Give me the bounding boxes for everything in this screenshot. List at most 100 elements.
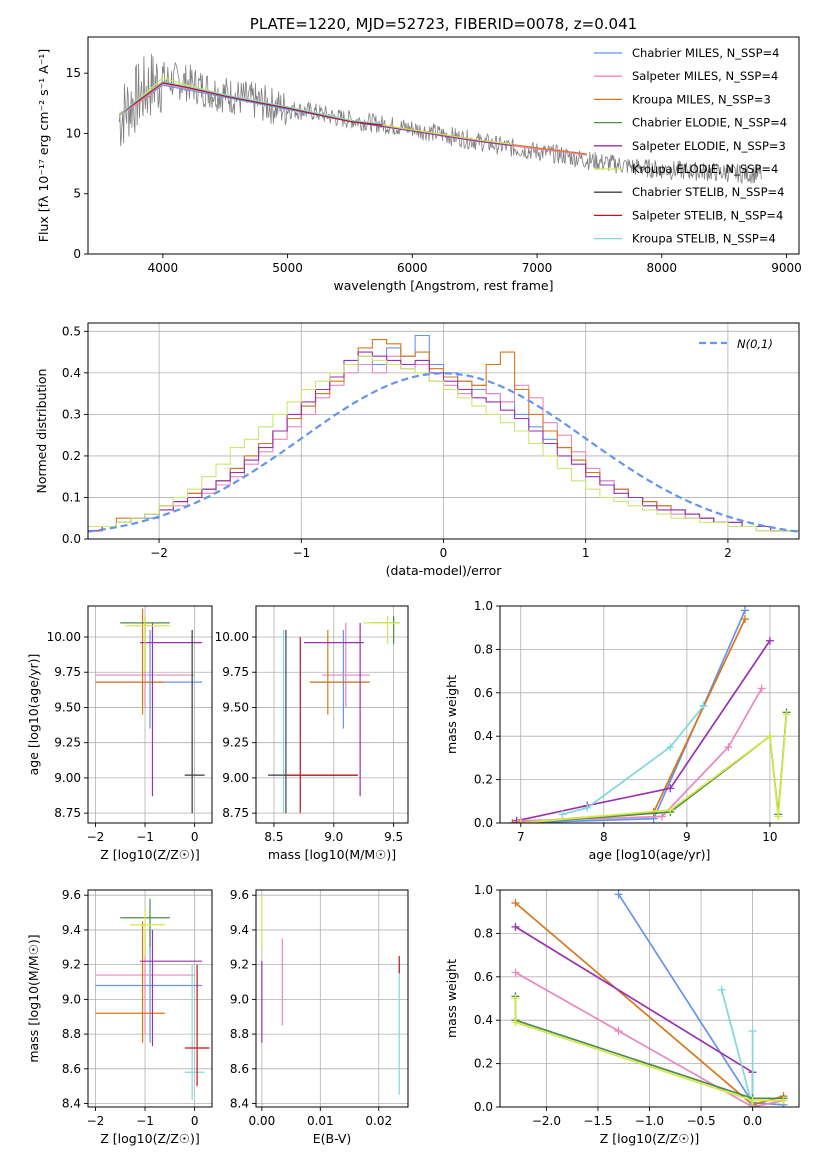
y-tick-label: 9.2 bbox=[62, 958, 81, 972]
mass-weight-line bbox=[512, 609, 746, 823]
y-tick-label: 1.0 bbox=[474, 599, 493, 613]
y-tick-label: 9.4 bbox=[62, 923, 81, 937]
x-axis-label: Z [log10(Z/Z☉)] bbox=[100, 1131, 200, 1146]
x-tick-label: 0 bbox=[191, 830, 199, 844]
y-tick-label: 9.50 bbox=[54, 700, 81, 714]
legend-entry: Salpeter STELIB, N_SSP=4 bbox=[632, 208, 783, 222]
legend-entry: N(0,1) bbox=[737, 337, 773, 351]
y-tick-label: 0.6 bbox=[474, 686, 493, 700]
y-axis-label: Flux [fλ 10⁻¹⁷ erg cm⁻² s⁻¹ A⁻¹] bbox=[36, 49, 51, 242]
y-tick-label: 9.75 bbox=[54, 665, 81, 679]
x-tick-label: −1 bbox=[292, 546, 310, 560]
y-tick-label: 0.8 bbox=[474, 926, 493, 940]
x-tick-label: −1.5 bbox=[583, 1114, 612, 1128]
histogram-step bbox=[88, 351, 799, 532]
y-tick-label: 0.2 bbox=[62, 449, 81, 463]
x-axis-label: E(B-V) bbox=[313, 1131, 352, 1146]
y-tick-label: 0.2 bbox=[474, 1057, 493, 1071]
y-tick-label: 8.75 bbox=[222, 806, 249, 820]
y-tick-label: 9.75 bbox=[222, 665, 249, 679]
y-axis-label: mass [log10(M/M☉)] bbox=[26, 934, 41, 1062]
x-tick-label: 9 bbox=[683, 830, 691, 844]
mass-weight-line bbox=[562, 705, 705, 816]
panel-8: −2.0 −1.5 −1.0 −0.5 0.0 0.0 0.2 0.4 0.6 0.8 1.0 Z [… bbox=[444, 883, 800, 1146]
x-tick-label: 7 bbox=[517, 830, 525, 844]
plot-area bbox=[95, 608, 205, 814]
x-axis-label: Z [log10(Z/Z☉)] bbox=[100, 847, 200, 862]
x-tick-label: 0.00 bbox=[248, 1114, 275, 1128]
y-tick-label: 1.0 bbox=[474, 883, 493, 897]
legend-entry: Chabrier MILES, N_SSP=4 bbox=[632, 46, 779, 60]
y-tick-label: 9.00 bbox=[54, 771, 81, 785]
x-tick-label: 6000 bbox=[397, 261, 428, 275]
x-tick-label: 1 bbox=[582, 546, 590, 560]
x-tick-label: 2 bbox=[724, 546, 732, 560]
y-tick-label: 8.8 bbox=[230, 1027, 249, 1041]
y-tick-label: 9.2 bbox=[230, 958, 249, 972]
y-tick-label: 8.4 bbox=[230, 1097, 249, 1111]
y-tick-label: 10.00 bbox=[47, 630, 81, 644]
mass-weight-line bbox=[520, 712, 788, 823]
y-tick-label: 0.4 bbox=[474, 729, 493, 743]
y-tick-label: 0.3 bbox=[62, 407, 81, 421]
y-tick-label: 9.6 bbox=[230, 888, 249, 902]
x-axis-label: (data-model)/error bbox=[386, 563, 503, 578]
mass-weight-line bbox=[520, 714, 788, 823]
panel-1: 4000 5000 6000 7000 8000 9000 0 5 10 15 wavelength… bbox=[36, 15, 802, 293]
legend-entry: Kroupa ELODIE, N_SSP=4 bbox=[632, 162, 778, 176]
y-tick-label: 8.6 bbox=[62, 1062, 81, 1076]
mass-weight-line bbox=[514, 998, 784, 1102]
panel-6: −2 −1 0 8.4 8.6 8.8 9.0 9.2 9.4 9.6 Z [log10(Z/Z☉)… bbox=[26, 888, 213, 1146]
x-axis-label: Z [log10(Z/Z☉)] bbox=[600, 1131, 700, 1146]
y-tick-label: 9.25 bbox=[222, 736, 249, 750]
y-tick-label: 0.5 bbox=[62, 324, 81, 338]
y-tick-label: 9.4 bbox=[230, 923, 249, 937]
mass-weight-line bbox=[720, 989, 754, 1107]
y-tick-label: 8.6 bbox=[230, 1062, 249, 1076]
y-axis-label: age [log10(age/yr)] bbox=[26, 654, 41, 776]
y-tick-label: 8.8 bbox=[62, 1027, 81, 1041]
x-tick-label: 10 bbox=[762, 830, 777, 844]
legend-entry: Kroupa MILES, N_SSP=3 bbox=[632, 92, 771, 106]
plot-area bbox=[261, 895, 400, 1095]
plot-area bbox=[118, 53, 762, 185]
x-tick-label: 0.01 bbox=[307, 1114, 334, 1128]
x-tick-label: 4000 bbox=[148, 261, 179, 275]
panel-3: −2 −1 0 8.75 9.00 9.25 9.50 9.75 10.00 Z [log10(Z… bbox=[26, 605, 213, 862]
panel-4: 8.5 9.0 9.5 8.75 9.00 9.25 9.50 9.75 10.00 mass [… bbox=[215, 605, 409, 862]
mass-weight-line bbox=[520, 688, 763, 822]
x-tick-label: 9.0 bbox=[324, 830, 343, 844]
panel-7: 0.00 0.01 0.02 8.4 8.6 8.8 9.0 9.2 9.4 9.6 E(B-V) bbox=[230, 888, 409, 1146]
y-tick-label: 5 bbox=[73, 187, 81, 201]
y-tick-label: 0.2 bbox=[474, 773, 493, 787]
reference-gaussian bbox=[88, 372, 799, 533]
axes-frame bbox=[87, 889, 213, 1108]
y-tick-label: 0.0 bbox=[474, 816, 493, 830]
x-tick-label: −2 bbox=[87, 1114, 105, 1128]
y-axis-label: mass weight bbox=[444, 959, 459, 1038]
plot-area bbox=[267, 615, 400, 814]
y-tick-label: 8.75 bbox=[54, 806, 81, 820]
x-tick-label: −2.0 bbox=[532, 1114, 561, 1128]
y-axis-label: Normed distribution bbox=[34, 369, 49, 494]
y-tick-label: 9.50 bbox=[222, 700, 249, 714]
x-tick-label: −1 bbox=[136, 830, 154, 844]
x-tick-label: 0.02 bbox=[365, 1114, 392, 1128]
y-tick-label: 0.4 bbox=[62, 366, 81, 380]
plot-area bbox=[508, 606, 791, 823]
x-tick-label: 7000 bbox=[522, 261, 553, 275]
mass-weight-line bbox=[515, 926, 754, 1107]
axes-frame bbox=[499, 605, 800, 824]
legend-entry: Salpeter MILES, N_SSP=4 bbox=[632, 69, 778, 83]
x-tick-label: 5000 bbox=[272, 261, 303, 275]
x-tick-label: −1 bbox=[136, 1114, 154, 1128]
x-axis-label: wavelength [Angstrom, rest frame] bbox=[333, 278, 553, 293]
axes-frame bbox=[87, 605, 213, 824]
x-tick-label: 0 bbox=[440, 546, 448, 560]
x-axis-label: mass [log10(M/M☉)] bbox=[268, 847, 396, 862]
x-tick-label: −2 bbox=[87, 830, 105, 844]
x-tick-label: 8000 bbox=[647, 261, 678, 275]
histogram-step bbox=[88, 355, 799, 532]
axes-frame bbox=[87, 36, 800, 255]
